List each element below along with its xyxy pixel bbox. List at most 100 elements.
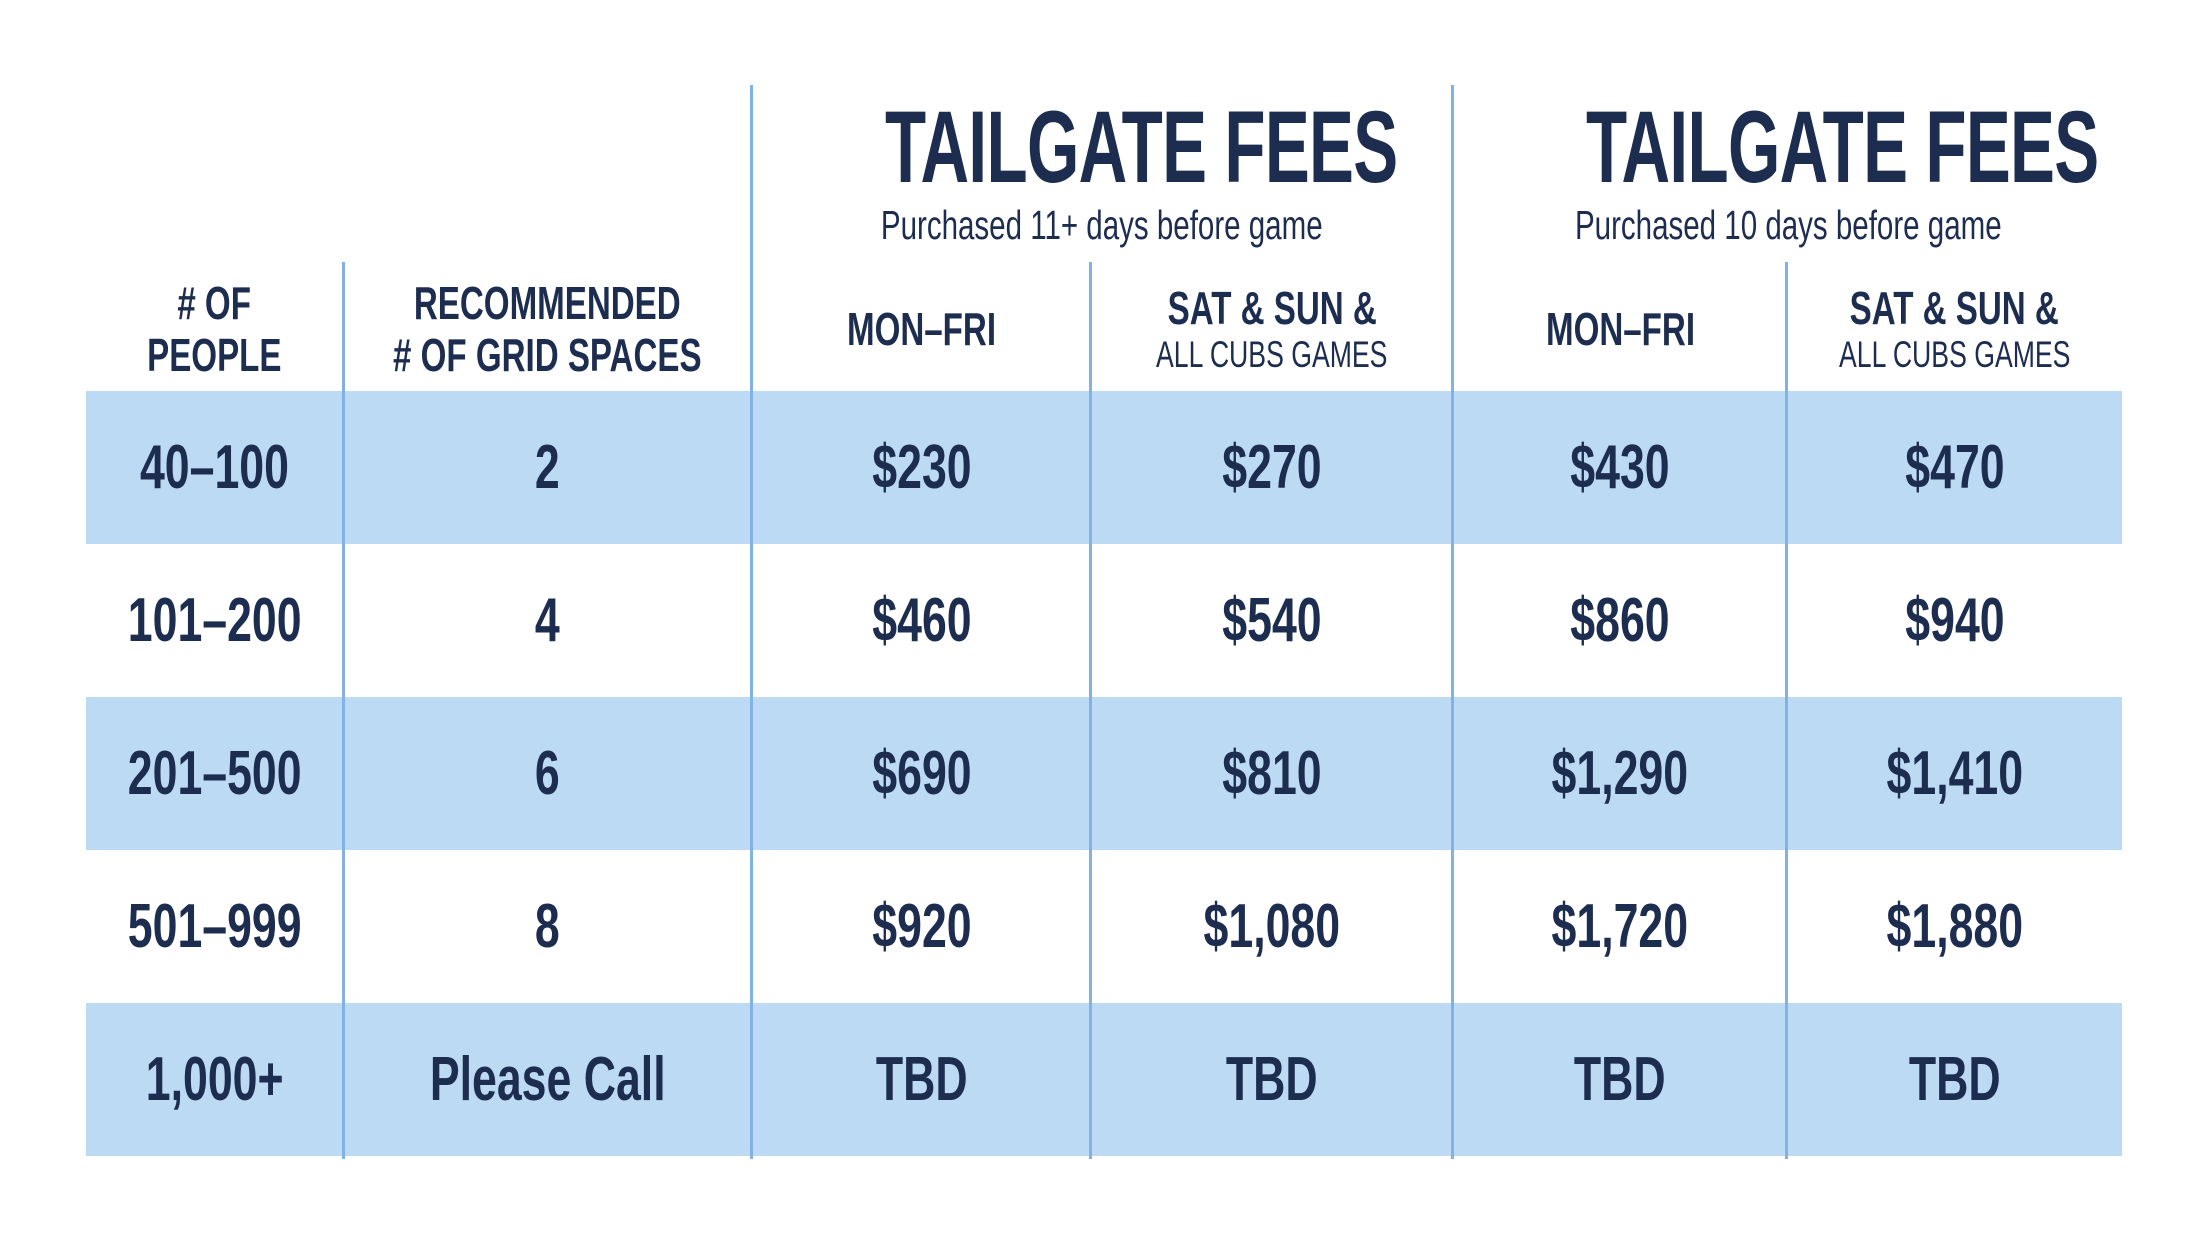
- cell-text: 2: [535, 433, 560, 502]
- cell-late-sat-sun-fee: TBD: [1787, 1003, 2122, 1156]
- column-headers-row: # OF PEOPLE RECOMMENDED # OF GRID SPACES…: [86, 266, 2122, 391]
- header-text: SAT & SUN &: [1167, 281, 1377, 334]
- cell-text: TBD: [1908, 1045, 2001, 1114]
- table-row: 40–100 2 $230 $270 $430 $470: [86, 391, 2122, 544]
- cell-late-mon-fri-fee: $1,720: [1453, 850, 1787, 1003]
- cell-late-mon-fri-fee: $1,290: [1453, 697, 1787, 850]
- group-header-late-purchase: TAILGATE FEES Purchased 10 days before g…: [1454, 96, 2122, 248]
- cell-grid-spaces: 4: [343, 544, 752, 697]
- group-title: TAILGATE FEES: [1454, 96, 2122, 198]
- cell-text: $1,410: [1886, 739, 2023, 808]
- cell-text: $540: [1222, 586, 1322, 655]
- cell-text: $810: [1222, 739, 1322, 808]
- column-header-early-sat-sun: SAT & SUN & ALL CUBS GAMES: [1091, 266, 1453, 391]
- cell-text: $860: [1570, 586, 1670, 655]
- header-text: ALL CUBS GAMES: [1838, 333, 2071, 375]
- cell-late-mon-fri-fee: $430: [1453, 391, 1787, 544]
- column-header-early-mon-fri: MON–FRI: [752, 266, 1091, 391]
- column-header-late-mon-fri: MON–FRI: [1453, 266, 1787, 391]
- header-text: RECOMMENDED: [414, 276, 681, 329]
- cell-text: $470: [1904, 433, 2005, 502]
- column-header-grid-spaces: RECOMMENDED # OF GRID SPACES: [343, 266, 752, 391]
- cell-early-mon-fri-fee: $460: [752, 544, 1091, 697]
- column-divider: [342, 262, 345, 1159]
- table-body: 40–100 2 $230 $270 $430 $470 101–200 4 $…: [86, 391, 2122, 1156]
- cell-early-sat-sun-fee: $1,080: [1091, 850, 1453, 1003]
- header-line: # OF GRID SPACES: [333, 329, 762, 381]
- group-title-text: TAILGATE FEES: [1586, 90, 2099, 204]
- cell-text: $1,080: [1203, 892, 1341, 961]
- header-text: MON–FRI: [1545, 302, 1695, 355]
- group-subtitle-text: Purchased 11+ days before game: [881, 202, 1323, 248]
- column-divider: [750, 85, 753, 1159]
- cell-late-sat-sun-fee: $470: [1787, 391, 2122, 544]
- cell-text: 40–100: [140, 433, 289, 502]
- cell-late-mon-fri-fee: TBD: [1453, 1003, 1787, 1156]
- cell-early-sat-sun-fee: TBD: [1091, 1003, 1453, 1156]
- header-line: RECOMMENDED: [362, 277, 733, 329]
- cell-text: $270: [1222, 433, 1322, 502]
- cell-early-mon-fri-fee: TBD: [752, 1003, 1091, 1156]
- cell-early-sat-sun-fee: $270: [1091, 391, 1453, 544]
- cell-people: 201–500: [86, 697, 343, 850]
- cell-text: TBD: [1574, 1045, 1666, 1114]
- column-header-late-sat-sun: SAT & SUN & ALL CUBS GAMES: [1787, 266, 2122, 391]
- header-text: # OF: [177, 276, 252, 329]
- header-text: SAT & SUN &: [1849, 281, 2060, 334]
- cell-text: TBD: [1226, 1045, 1318, 1114]
- cell-people: 1,000+: [86, 1003, 343, 1156]
- header-line: ALL CUBS GAMES: [1794, 334, 2115, 376]
- cell-text: $460: [871, 586, 972, 655]
- cell-people: 501–999: [86, 850, 343, 1003]
- cell-text: TBD: [875, 1045, 968, 1114]
- cell-text: 501–999: [127, 892, 302, 961]
- header-text: ALL CUBS GAMES: [1156, 333, 1388, 375]
- column-divider: [1089, 262, 1092, 1159]
- cell-text: $230: [871, 433, 972, 502]
- cell-text: $1,880: [1886, 892, 2023, 961]
- header-line: SAT & SUN &: [1127, 282, 1418, 334]
- group-subtitle: Purchased 10 days before game: [1454, 202, 2122, 248]
- header-line: MON–FRI: [818, 303, 1025, 355]
- cell-text: 201–500: [127, 739, 302, 808]
- group-subtitle-text: Purchased 10 days before game: [1574, 202, 2002, 248]
- cell-text: 8: [535, 892, 560, 961]
- cell-text: 101–200: [127, 586, 302, 655]
- group-header-early-purchase: TAILGATE FEES Purchased 11+ days before …: [753, 96, 1451, 248]
- cell-grid-spaces: 8: [343, 850, 752, 1003]
- table-row: 101–200 4 $460 $540 $860 $940: [86, 544, 2122, 697]
- cell-text: 1,000+: [145, 1045, 284, 1114]
- header-line: ALL CUBS GAMES: [1111, 334, 1432, 376]
- cell-text: $690: [871, 739, 972, 808]
- group-title: TAILGATE FEES: [753, 96, 1451, 198]
- cell-early-mon-fri-fee: $230: [752, 391, 1091, 544]
- group-subtitle: Purchased 11+ days before game: [753, 202, 1451, 248]
- cell-early-mon-fri-fee: $920: [752, 850, 1091, 1003]
- group-title-text: TAILGATE FEES: [885, 90, 1398, 204]
- cell-text: $1,290: [1551, 739, 1689, 808]
- cell-late-sat-sun-fee: $940: [1787, 544, 2122, 697]
- cell-text: $920: [871, 892, 972, 961]
- cell-early-sat-sun-fee: $810: [1091, 697, 1453, 850]
- cell-late-sat-sun-fee: $1,410: [1787, 697, 2122, 850]
- cell-grid-spaces: 2: [343, 391, 752, 544]
- cell-grid-spaces: 6: [343, 697, 752, 850]
- column-divider: [1785, 262, 1788, 1159]
- table-row: 501–999 8 $920 $1,080 $1,720 $1,880: [86, 850, 2122, 1003]
- cell-text: 6: [535, 739, 560, 808]
- header-line: SAT & SUN &: [1809, 282, 2100, 334]
- cell-early-mon-fri-fee: $690: [752, 697, 1091, 850]
- cell-text: Please Call: [429, 1045, 666, 1114]
- cell-late-mon-fri-fee: $860: [1453, 544, 1787, 697]
- cell-text: $940: [1904, 586, 2005, 655]
- header-line: PEOPLE: [121, 329, 308, 381]
- table-row: 201–500 6 $690 $810 $1,290 $1,410: [86, 697, 2122, 850]
- cell-people: 40–100: [86, 391, 343, 544]
- header-line: MON–FRI: [1517, 303, 1724, 355]
- table-row: 1,000+ Please Call TBD TBD TBD TBD: [86, 1003, 2122, 1156]
- cell-text: $430: [1570, 433, 1670, 502]
- cell-late-sat-sun-fee: $1,880: [1787, 850, 2122, 1003]
- cell-text: $1,720: [1551, 892, 1689, 961]
- column-divider: [1451, 85, 1454, 1159]
